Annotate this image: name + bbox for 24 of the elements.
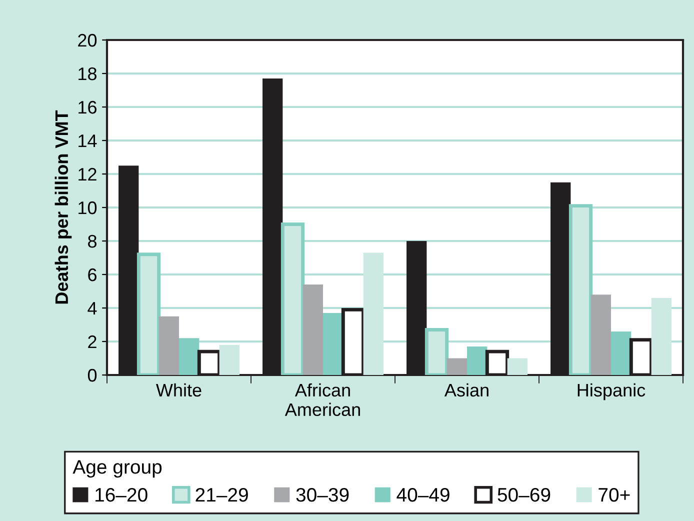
y-tick-label: 14 xyxy=(78,134,97,148)
x-tick-label: Asian xyxy=(444,383,488,397)
legend-label: 21–29 xyxy=(196,488,248,502)
y-tick-label: 2 xyxy=(88,335,96,348)
legend-title: Age group xyxy=(72,460,162,478)
y-tick-label: 18 xyxy=(78,67,96,80)
y-tick-label: 16 xyxy=(78,100,96,114)
legend-label: 16–20 xyxy=(96,488,148,502)
legend-label: 40–49 xyxy=(396,488,450,502)
x-tick-label: Hispanic xyxy=(578,383,646,400)
y-tick-label: 8 xyxy=(88,234,96,248)
y-tick-label: 0 xyxy=(88,368,97,382)
y-tick-label: 10 xyxy=(78,201,97,214)
legend-label: 70+ xyxy=(598,488,630,502)
legend-label: 30–39 xyxy=(296,488,349,502)
y-tick-label: 4 xyxy=(88,302,97,315)
x-tick-label: White xyxy=(156,383,202,397)
y-tick-label: 12 xyxy=(78,168,96,181)
x-tick-label: African American xyxy=(284,383,360,416)
y-tick-label: 6 xyxy=(88,268,96,282)
y-tick-label: 20 xyxy=(78,34,97,47)
legend-label: 50–69 xyxy=(498,488,550,502)
y-axis-title: Deaths per billion VMT xyxy=(54,110,72,304)
bar xyxy=(651,298,672,375)
